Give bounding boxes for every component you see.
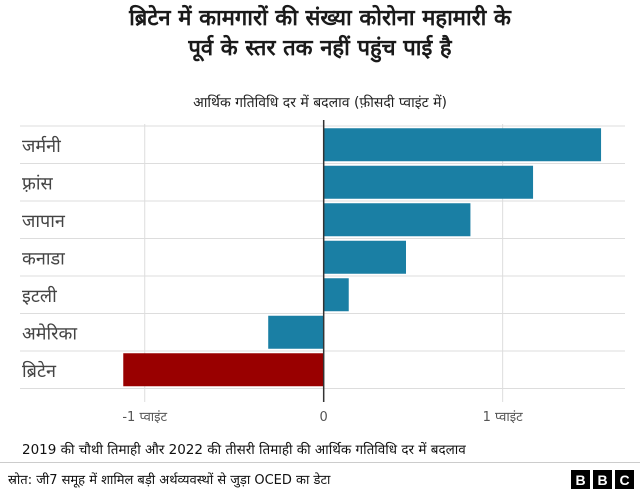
bar-chart: जर्मनी फ़्रांस जापान कनाडा इटली अमेरिका ब्रिटे… bbox=[20, 120, 625, 425]
category-label: कनाडा bbox=[22, 248, 65, 269]
bbc-logo-letter: B bbox=[571, 470, 590, 489]
tick-label: 0 bbox=[320, 410, 328, 425]
tick-label: 1 प्वाइंट bbox=[483, 410, 524, 425]
chart-caption: 2019 की चौथी तिमाही और 2022 की तीसरी तिम… bbox=[22, 442, 466, 458]
footer-divider bbox=[0, 462, 640, 463]
bar bbox=[123, 353, 324, 387]
title-line-1: ब्रिटेन में कामगारों की संख्या कोरोना मह… bbox=[129, 6, 511, 31]
bar bbox=[323, 203, 471, 237]
category-label: अमेरिका bbox=[22, 322, 77, 344]
chart-title: ब्रिटेन में कामगारों की संख्या कोरोना मह… bbox=[0, 4, 640, 64]
bar bbox=[268, 315, 324, 349]
title-line-2: पूर्व के स्तर तक नहीं पहुंच पाई है bbox=[188, 36, 452, 61]
source-note: स्रोत: जी7 समूह में शामिल बड़ी अर्थव्यवस… bbox=[8, 473, 331, 488]
category-label: ब्रिटेन bbox=[22, 360, 57, 382]
bar bbox=[323, 128, 602, 162]
bar bbox=[323, 240, 406, 274]
category-label: जापान bbox=[22, 211, 66, 232]
bbc-logo-letter: B bbox=[593, 470, 612, 489]
category-label: जर्मनी bbox=[22, 135, 61, 157]
bar bbox=[323, 165, 534, 199]
tick-label: -1 प्वाइंट bbox=[122, 410, 167, 425]
bar bbox=[323, 278, 349, 312]
category-label: फ़्रांस bbox=[22, 173, 54, 194]
bbc-logo: B B C bbox=[571, 470, 634, 489]
category-label: इटली bbox=[22, 285, 57, 307]
bbc-logo-letter: C bbox=[615, 470, 634, 489]
chart-subtitle: आर्थिक गतिविधि दर में बदलाव (फ़ीसदी प्वा… bbox=[193, 95, 447, 111]
